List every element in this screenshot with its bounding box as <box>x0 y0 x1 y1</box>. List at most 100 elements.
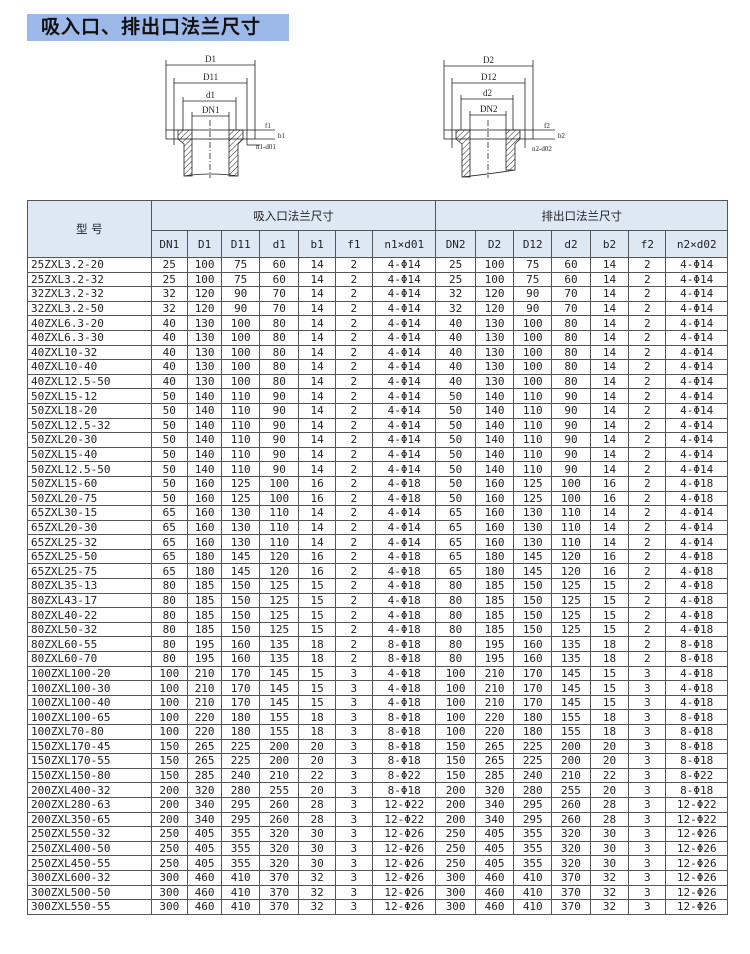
value-cell: 30 <box>298 855 336 871</box>
table-row: 40ZXL6.3-20 40 130 100 80 14 2 4-Φ14 40 130 100 80 1… <box>27 315 728 331</box>
value-cell: 14 <box>589 329 630 346</box>
value-cell: 195 <box>186 636 223 653</box>
column-header: b1 <box>298 230 336 258</box>
value-cell: 75 <box>513 271 553 288</box>
value-cell: 155 <box>551 724 591 740</box>
label-D1: D1 <box>205 54 216 64</box>
value-cell: 4-Φ14 <box>665 534 728 550</box>
value-cell: 160 <box>186 519 223 536</box>
model-cell: 50ZXL12.5-50 <box>27 461 152 477</box>
label-n2-d02: n2-d02 <box>532 145 552 153</box>
value-cell: 75 <box>221 257 261 273</box>
value-cell: 410 <box>221 884 261 901</box>
value-cell: 100 <box>150 724 188 740</box>
value-cell: 2 <box>628 329 667 346</box>
value-cell: 70 <box>259 286 300 302</box>
value-cell: 150 <box>435 738 476 755</box>
value-cell: 12-Φ26 <box>371 840 437 857</box>
value-cell: 2 <box>628 607 667 623</box>
value-cell: 4-Φ18 <box>665 607 728 623</box>
value-cell: 185 <box>186 592 223 609</box>
value-cell: 125 <box>221 475 261 492</box>
value-cell: 4-Φ18 <box>371 607 437 623</box>
value-cell: 14 <box>298 300 336 317</box>
value-cell: 16 <box>589 548 630 565</box>
value-cell: 405 <box>186 826 223 842</box>
model-cell: 80ZXL60-55 <box>27 636 152 653</box>
value-cell: 200 <box>259 738 300 755</box>
value-cell: 8-Φ18 <box>665 738 728 755</box>
value-cell: 14 <box>298 388 336 404</box>
value-cell: 14 <box>589 461 630 477</box>
value-cell: 180 <box>474 548 515 565</box>
value-cell: 12-Φ22 <box>665 811 728 828</box>
model-cell: 200ZXL400-32 <box>27 782 152 798</box>
value-cell: 4-Φ14 <box>665 388 728 404</box>
table-row: 40ZXL12.5-50 40 130 100 80 14 2 4-Φ14 40 130 100 80… <box>27 373 728 390</box>
value-cell: 130 <box>474 359 515 375</box>
label-n1-d01: n1-d01 <box>256 143 276 151</box>
value-cell: 2 <box>334 286 373 302</box>
value-cell: 14 <box>589 373 630 390</box>
value-cell: 405 <box>186 855 223 871</box>
value-cell: 120 <box>186 286 223 302</box>
value-cell: 4-Φ18 <box>371 490 437 507</box>
model-cell: 65ZXL25-50 <box>27 548 152 565</box>
value-cell: 100 <box>513 344 553 361</box>
value-cell: 3 <box>628 680 667 696</box>
value-cell: 100 <box>513 359 553 375</box>
value-cell: 100 <box>259 475 300 492</box>
value-cell: 25 <box>150 257 188 273</box>
value-cell: 12-Φ22 <box>665 796 728 813</box>
value-cell: 410 <box>221 869 261 886</box>
value-cell: 110 <box>551 519 591 536</box>
value-cell: 110 <box>513 446 553 463</box>
value-cell: 160 <box>186 534 223 550</box>
value-cell: 2 <box>334 519 373 536</box>
value-cell: 2 <box>628 548 667 565</box>
value-cell: 110 <box>551 534 591 550</box>
value-cell: 4-Φ14 <box>371 359 437 375</box>
value-cell: 90 <box>551 446 591 463</box>
value-cell: 90 <box>551 388 591 404</box>
value-cell: 355 <box>513 826 553 842</box>
table-row: 300ZXL600-32 300 460 410 370 32 3 12-Φ26 300 460 4… <box>27 869 728 886</box>
value-cell: 145 <box>221 548 261 565</box>
label-b2: b2 <box>558 132 566 140</box>
value-cell: 135 <box>259 651 300 667</box>
value-cell: 15 <box>589 607 630 623</box>
model-cell: 300ZXL500-50 <box>27 884 152 901</box>
value-cell: 14 <box>298 344 336 361</box>
table-row: 250ZXL400-50 250 405 355 320 30 3 12-Φ26 250 405 3… <box>27 840 728 857</box>
value-cell: 2 <box>628 461 667 477</box>
value-cell: 90 <box>259 432 300 448</box>
value-cell: 25 <box>150 271 188 288</box>
value-cell: 12-Φ22 <box>371 811 437 828</box>
column-header: D1 <box>186 230 223 258</box>
value-cell: 2 <box>334 432 373 448</box>
value-cell: 65 <box>150 548 188 565</box>
value-cell: 3 <box>334 694 373 711</box>
value-cell: 210 <box>186 665 223 682</box>
value-cell: 2 <box>334 329 373 346</box>
value-cell: 80 <box>551 373 591 390</box>
value-cell: 140 <box>474 388 515 404</box>
table-row: 250ZXL550-32 250 405 355 320 30 3 12-Φ26 250 405 3… <box>27 826 728 842</box>
value-cell: 3 <box>334 753 373 769</box>
value-cell: 3 <box>628 869 667 886</box>
value-cell: 28 <box>589 796 630 813</box>
value-cell: 2 <box>334 534 373 550</box>
value-cell: 250 <box>435 855 476 871</box>
value-cell: 16 <box>589 490 630 507</box>
value-cell: 12-Φ26 <box>665 899 728 915</box>
value-cell: 130 <box>186 373 223 390</box>
inlet-flange-diagram: D1 D11 d1 DN1 f1 b1 n1-d01 <box>165 54 286 178</box>
value-cell: 110 <box>513 432 553 448</box>
model-cell: 40ZXL10-32 <box>27 344 152 361</box>
value-cell: 18 <box>589 636 630 653</box>
table-row: 50ZXL12.5-50 50 140 110 90 14 2 4-Φ14 50 140 110 90… <box>27 461 728 477</box>
value-cell: 200 <box>435 811 476 828</box>
value-cell: 320 <box>474 782 515 798</box>
value-cell: 130 <box>186 359 223 375</box>
value-cell: 14 <box>298 315 336 331</box>
